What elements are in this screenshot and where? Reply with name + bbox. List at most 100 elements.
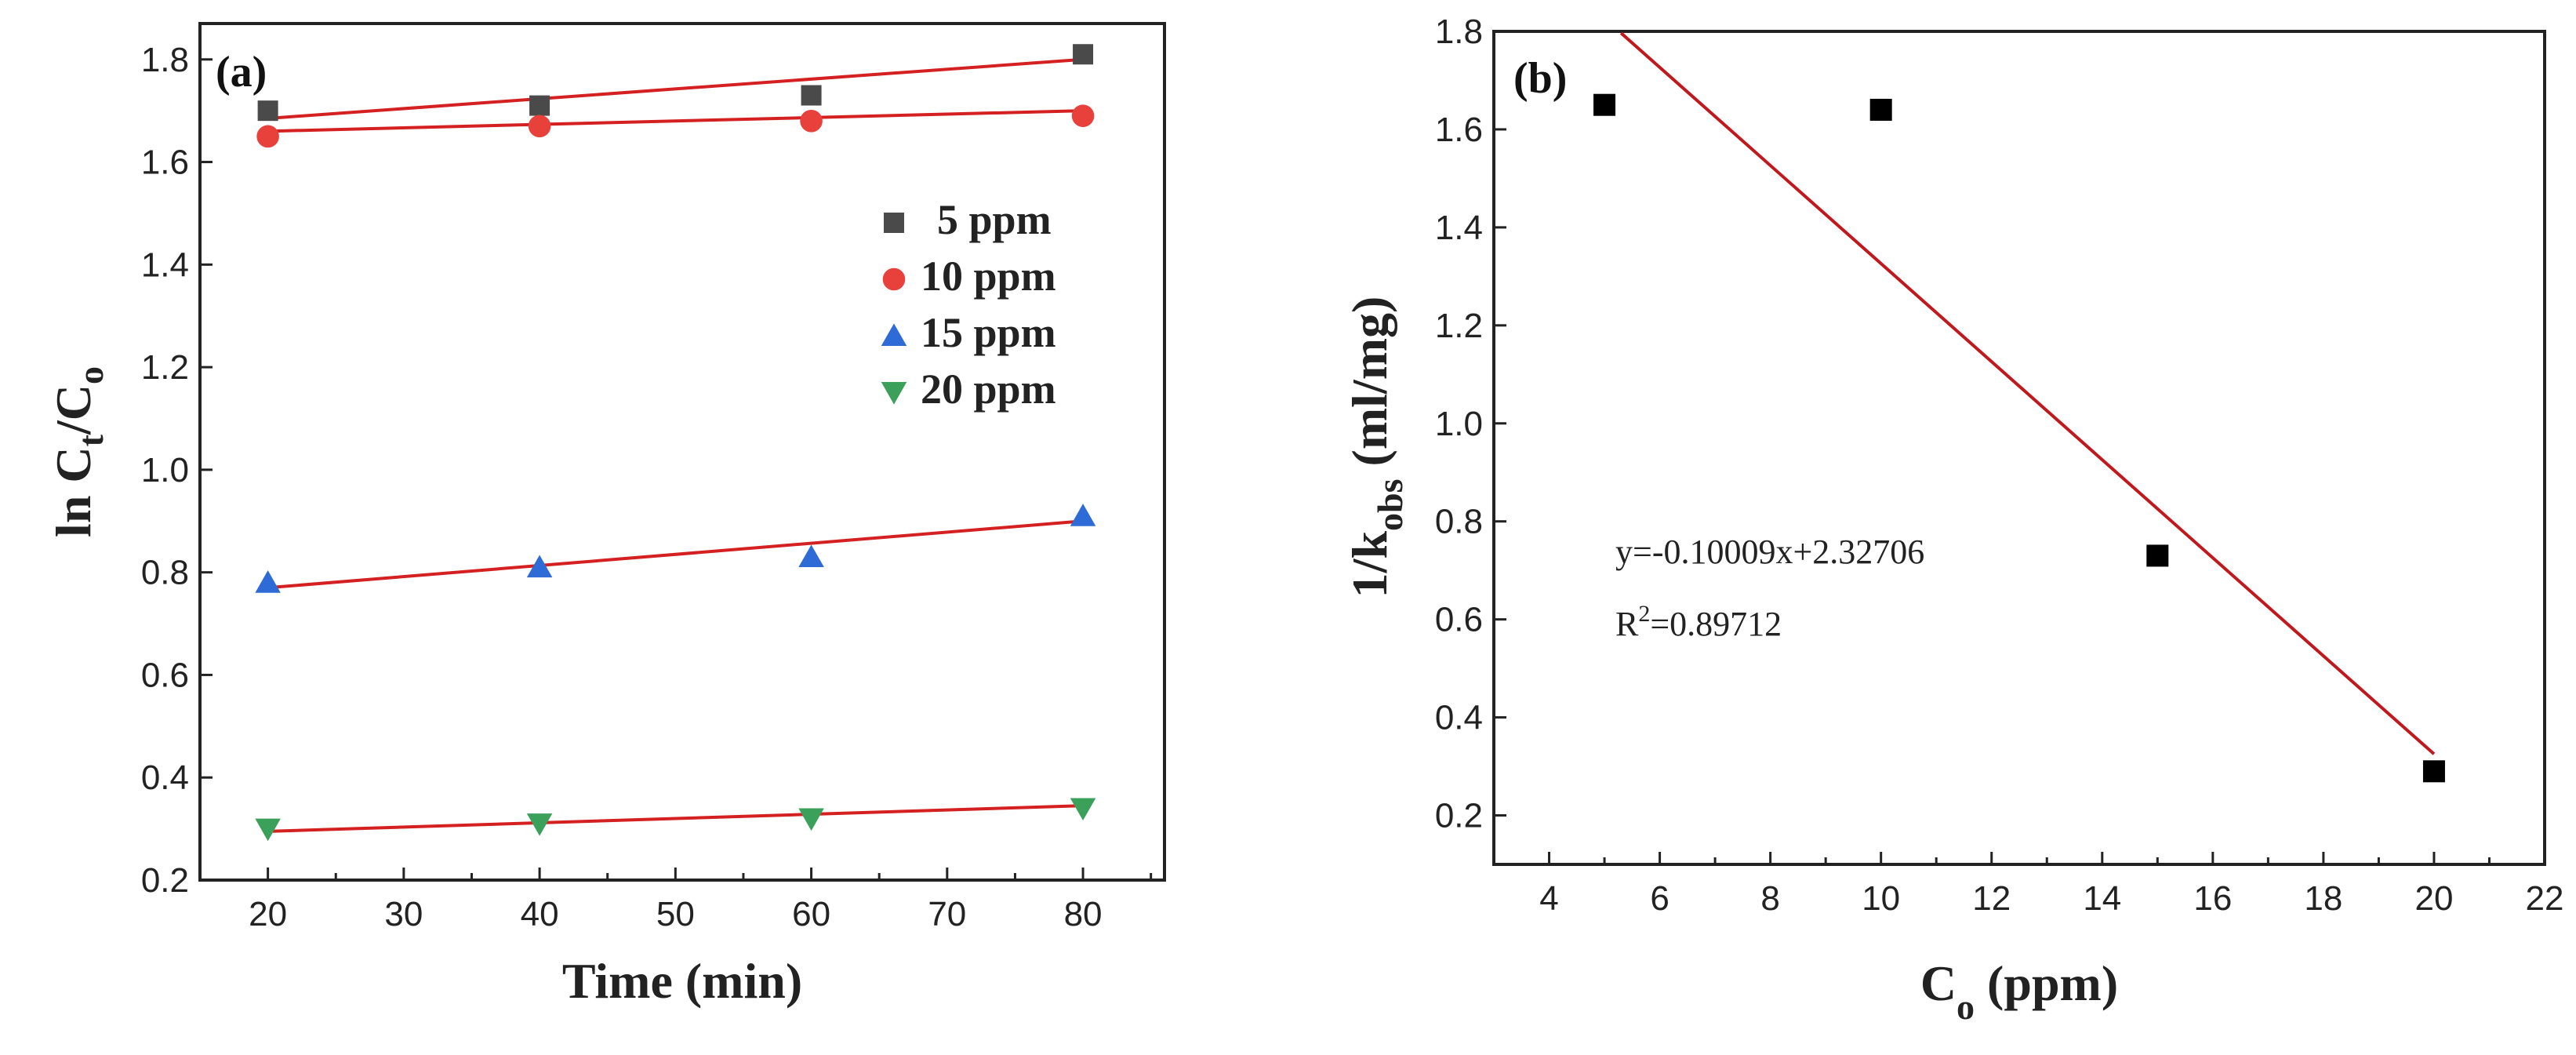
panel-b-label: (b) (1513, 54, 1567, 103)
b-y-tick-label: 0.2 (1435, 797, 1483, 835)
a-y-title-part1: ln C (45, 446, 101, 537)
b-point-2 (2146, 544, 2169, 567)
b-x-axis-title: Co (ppm) (1920, 955, 2118, 1027)
a-point-1-2 (800, 109, 823, 133)
a-point-2-0 (255, 570, 281, 593)
a-legend-label-1: 10 ppm (921, 253, 1056, 300)
b-y-tick-label: 1.8 (1435, 13, 1483, 51)
a-y-tick-label: 1.8 (141, 41, 189, 79)
a-fit-line-1 (267, 109, 1084, 133)
a-legend-marker-1 (882, 267, 906, 291)
b-point-1 (1869, 98, 1892, 121)
b-x-tick-label: 4 (1539, 879, 1558, 918)
a-legend-marker-0 (884, 213, 904, 233)
a-point-3-0 (255, 818, 281, 842)
a-fit-lines (267, 57, 1084, 833)
a-ticks: 20 30 40 50 60 70 80 0.2 0.4 0.6 0.8 1.0 1.2 1.4 1.6 1.… (141, 41, 1153, 933)
a-y-tick-label: 0.4 (141, 759, 189, 797)
fit-r-squared: R2=0.89712 (1615, 601, 1782, 643)
b-x-title-part1: C (1920, 955, 1957, 1011)
a-fit-line-0 (267, 57, 1084, 120)
a-point-3-2 (798, 808, 824, 831)
b-x-tick-label: 22 (2526, 879, 2564, 918)
b-x-tick-label: 6 (1650, 879, 1669, 918)
a-point-1-1 (528, 115, 551, 138)
b-ticks: 4 6 8 10 12 14 16 18 20 22 0.2 0.4 0.6 0.8 1.0 1.2 1.4 1.… (1435, 13, 2564, 918)
a-x-tick-label: 80 (1064, 895, 1103, 933)
a-y-title-sub1: t (71, 434, 111, 446)
a-y-tick-label: 1.4 (141, 246, 189, 284)
b-x-tick-label: 20 (2414, 879, 2453, 918)
a-x-axis-title: Time (min) (562, 953, 802, 1009)
b-x-tick-label: 8 (1760, 879, 1779, 918)
b-y-title-part1: 1/k (1342, 531, 1397, 598)
b-y-tick-label: 1.0 (1435, 405, 1483, 443)
b-y-title-sub: obs (1370, 478, 1410, 530)
a-legend-label-3: 20 ppm (921, 366, 1056, 413)
b-y-tick-label: 1.4 (1435, 209, 1483, 247)
a-fit-line-2 (267, 519, 1084, 590)
b-point-0 (1593, 93, 1616, 116)
b-y-title-part2: (ml/mg) (1342, 296, 1397, 479)
b-point-3 (2422, 760, 2445, 783)
panel-a: 20 30 40 50 60 70 80 0.2 0.4 0.6 0.8 1.0 1.2 1.4 1.6 1.… (45, 22, 1166, 1009)
b-points (1593, 93, 2445, 783)
a-points (255, 44, 1096, 842)
plot-frame-a (198, 22, 1166, 882)
b-x-tick-label: 18 (2304, 879, 2342, 918)
a-x-tick-label: 30 (384, 895, 423, 933)
a-point-0-1 (529, 95, 550, 116)
a-y-tick-label: 0.2 (141, 861, 189, 900)
b-x-tick-label: 12 (1972, 879, 2011, 918)
a-legend-label-0: 5 ppm (937, 196, 1052, 243)
a-point-3-3 (1070, 798, 1096, 821)
plot-frame-b (1492, 30, 2546, 866)
b-x-tick-label: 10 (1862, 879, 1900, 918)
a-point-0-2 (801, 85, 822, 106)
a-y-tick-label: 1.6 (141, 144, 189, 182)
fit-equation: y=-0.10009x+2.32706 (1615, 533, 1924, 571)
a-legend: 5 ppm 10 ppm 15 ppm 20 ppm (881, 196, 1056, 413)
a-fit-line-3 (267, 804, 1084, 833)
a-point-2-2 (798, 544, 824, 568)
panel-a-label: (a) (216, 48, 267, 96)
a-y-tick-label: 0.8 (141, 554, 189, 592)
a-point-1-0 (256, 125, 279, 148)
b-x-tick-label: 16 (2193, 879, 2232, 918)
b-x-title-part2: (ppm) (1975, 955, 2118, 1011)
a-y-title-part2: /C (45, 384, 101, 435)
r2-letter: R (1615, 605, 1639, 643)
a-point-0-3 (1073, 44, 1094, 65)
a-point-3-1 (526, 813, 553, 836)
b-y-tick-label: 1.6 (1435, 111, 1483, 149)
b-fit-line (1619, 31, 2436, 755)
b-fit-line-segment (1619, 31, 2436, 755)
a-legend-marker-3 (881, 382, 907, 405)
a-x-tick-label: 60 (792, 895, 830, 933)
b-x-tick-label: 14 (2083, 879, 2121, 918)
a-point-0-0 (257, 100, 278, 122)
a-legend-label-2: 15 ppm (921, 309, 1056, 356)
a-y-tick-label: 1.0 (141, 451, 189, 489)
a-x-tick-label: 20 (249, 895, 287, 933)
b-y-tick-label: 0.6 (1435, 601, 1483, 639)
a-point-1-3 (1071, 104, 1095, 128)
a-legend-marker-2 (881, 323, 907, 346)
b-y-tick-label: 0.4 (1435, 699, 1483, 737)
b-y-tick-label: 1.2 (1435, 307, 1483, 345)
b-x-title-sub: o (1957, 987, 1975, 1027)
a-y-axis-title: ln Ct/Co (45, 366, 111, 537)
a-x-tick-label: 40 (521, 895, 559, 933)
b-y-tick-label: 0.8 (1435, 503, 1483, 541)
panel-b: 4 6 8 10 12 14 16 18 20 22 0.2 0.4 0.6 0.8 1.0 1.2 1.4 1.… (1342, 13, 2563, 1027)
a-x-tick-label: 70 (928, 895, 966, 933)
a-y-tick-label: 1.2 (141, 348, 189, 387)
r2-superscript: 2 (1638, 601, 1650, 627)
r2-value: =0.89712 (1650, 605, 1782, 643)
a-y-title-sub2: o (71, 366, 111, 384)
a-y-tick-label: 0.6 (141, 656, 189, 694)
a-x-tick-label: 50 (656, 895, 695, 933)
b-y-axis-title: 1/kobs (ml/mg) (1342, 296, 1410, 598)
a-point-2-1 (526, 555, 553, 578)
